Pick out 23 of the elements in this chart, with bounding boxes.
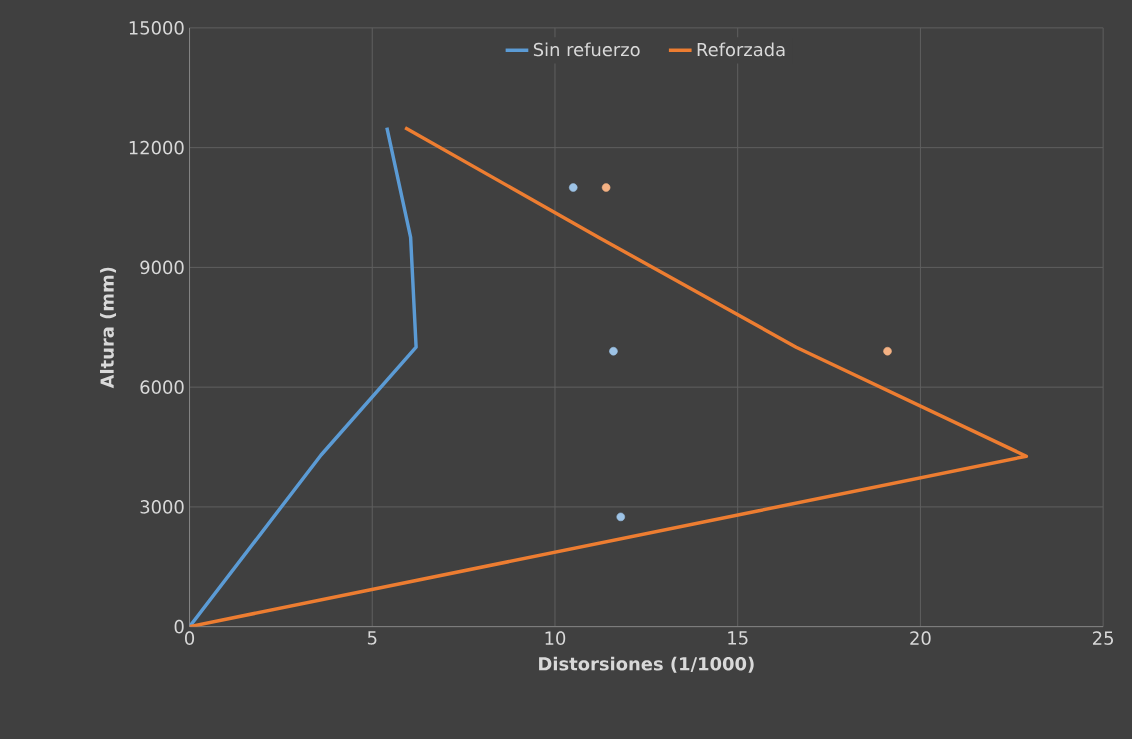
point (601, 183, 611, 192)
y-tick-label: 6000 (140, 380, 184, 394)
y-tick-label: 12000 (129, 140, 184, 155)
x-tick-label: 15 (728, 631, 748, 645)
y-tick-label: 0 (174, 619, 184, 634)
x-tick-label: 0 (185, 631, 195, 645)
legend-label: Sin refuerzo (533, 42, 640, 57)
x-axis-title: Distorsiones (1/1000) (539, 656, 754, 673)
x-tick-label: 10 (545, 631, 566, 645)
y-axis-title: Altura (mm) (100, 267, 117, 389)
y-tick-label: 3000 (140, 500, 184, 514)
point (609, 346, 618, 356)
x-tick-label: 25 (1093, 631, 1113, 645)
legend-label: Reforzada (697, 42, 785, 57)
line-series (189, 125, 418, 627)
y-tick-label: 9000 (140, 260, 184, 275)
point (883, 346, 892, 356)
point (568, 183, 578, 192)
y-tick-label: 15000 (129, 20, 184, 35)
point (616, 512, 625, 522)
line-series (189, 125, 1029, 627)
x-tick-label: 5 (367, 631, 377, 645)
x-tick-label: 20 (910, 631, 931, 645)
